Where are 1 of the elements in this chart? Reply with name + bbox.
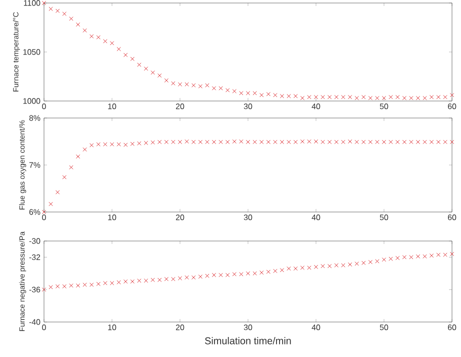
x-axis-title: Simulation time/min <box>204 337 291 344</box>
